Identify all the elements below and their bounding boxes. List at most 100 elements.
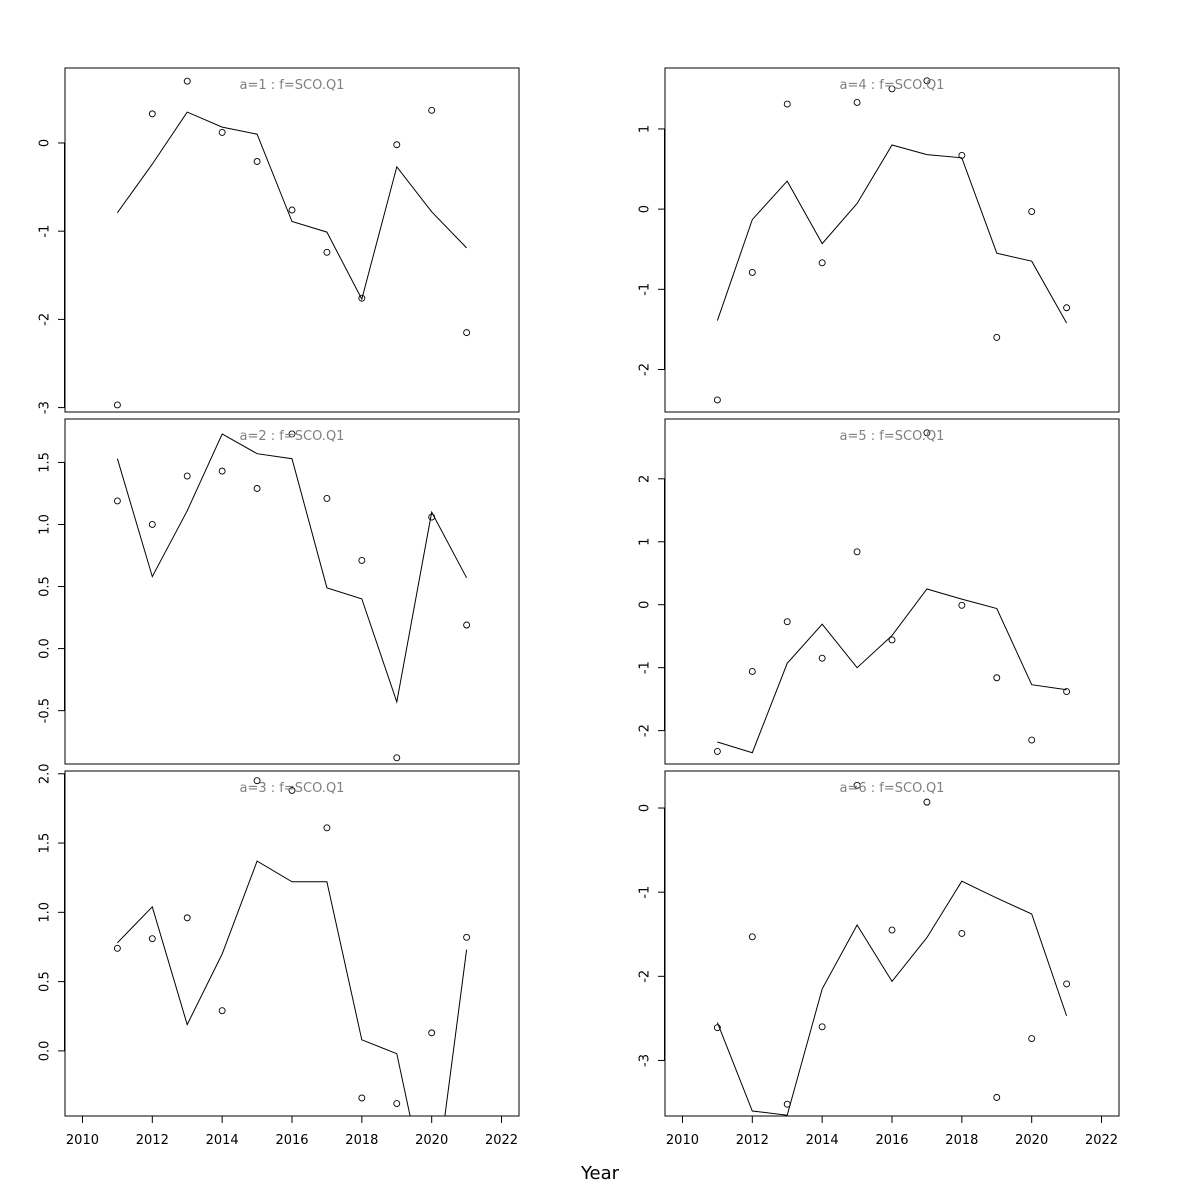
panel-3-data-point	[183, 914, 191, 922]
panel-3-data-point	[393, 1100, 401, 1107]
panel-2-frame	[64, 418, 520, 765]
x-axis-label: Year	[580, 1163, 620, 1184]
panel-3-x-tick-label: 2022	[485, 1133, 518, 1148]
panel-3-y-tick-label: 2.0	[38, 763, 53, 784]
panel-1-data-point	[393, 141, 401, 149]
panel-3-x-tick-label: 2012	[136, 1133, 169, 1148]
panel-5-data-point	[1063, 688, 1071, 696]
panel-1-data-point	[148, 110, 156, 118]
panel-3-x-tick-label: 2020	[415, 1133, 448, 1148]
panel-2-plot-area	[113, 430, 471, 762]
panel-1-y-tick-label: -2	[38, 313, 53, 326]
panel-1-fit-line	[116, 111, 467, 301]
panel-1-y-tick-label: -3	[38, 401, 53, 414]
panel-3-data-point	[463, 933, 471, 941]
panel-6: -3 -2 -1 0 2010 2012 2014 2016 2018 2020 2022 a=6 :…	[638, 770, 1120, 1148]
panel-5-data-point	[818, 654, 826, 662]
panel-4-y-tick-label: -1	[638, 283, 653, 296]
panel-2-fit-line	[116, 433, 468, 704]
panel-1-data-point	[218, 128, 226, 136]
panel-6-data-point	[783, 1100, 791, 1108]
panel-5-frame	[664, 418, 1120, 765]
panel-2-data-point	[463, 621, 471, 629]
panel-2-data-point	[323, 494, 331, 502]
panel-5-data-point	[923, 429, 931, 437]
panel-6-data-point	[888, 926, 896, 934]
panel-2-data-point	[428, 513, 436, 521]
panel-5-data-point	[748, 668, 756, 675]
panel-6-data-point	[713, 1024, 721, 1032]
panel-2-y-tick-label: 1.5	[38, 452, 53, 473]
panel-6-title: a=6 : f=SCO.Q1	[840, 781, 945, 796]
panel-2-data-point	[288, 430, 296, 438]
panel-6-x-tick-label: 2014	[806, 1133, 839, 1148]
panel-2-title: a=2 : f=SCO.Q1	[240, 429, 345, 444]
panel-4-y-tick-label: 1	[638, 125, 653, 133]
panel-5-y-tick-label: 0	[638, 601, 653, 609]
panel-5-fit-line	[717, 588, 1067, 754]
panel-5-plot-area	[713, 429, 1071, 755]
panel-3: 0.0 0.5 1.0 1.5 2.0 2010 2012 2014 2016 2018 2020 2…	[38, 763, 520, 1148]
panel-4-data-point	[713, 396, 721, 404]
panel-6-y-tick-label: 0	[638, 804, 653, 812]
panel-1-data-point	[358, 294, 366, 302]
panel-1-data-point	[183, 77, 191, 85]
panel-6-x-tick-label: 2016	[875, 1133, 908, 1148]
panel-5-y-tick-label: -1	[638, 661, 653, 674]
panel-2-y-tick-label: 0.0	[38, 638, 53, 659]
panel-2-data-point	[393, 754, 401, 762]
panel-3-fit-line	[117, 860, 468, 1116]
panel-6-data-point	[1063, 980, 1071, 988]
panel-5-data-point	[783, 618, 791, 626]
panel-6-x-tick-label: 2012	[736, 1133, 769, 1148]
panel-4-data-point	[993, 333, 1001, 341]
panel-5-data-point	[888, 636, 896, 644]
panel-4-data-point	[923, 77, 931, 85]
panel-3-data-point	[218, 1007, 226, 1015]
panel-3-data-point	[288, 786, 296, 794]
panel-1-data-point	[253, 158, 261, 165]
panel-1-data-point	[113, 401, 121, 409]
panel-5: -2 -1 0 1 2 a=5 : f=SCO.Q1	[638, 418, 1120, 765]
panel-4-y-tick-label: -2	[638, 363, 653, 376]
panel-2-y-tick-label: 0.5	[38, 576, 53, 597]
panel-2-data-point	[218, 467, 226, 475]
panel-2-y-tick-label: 1.0	[38, 514, 53, 535]
panel-3-data-point	[148, 935, 156, 943]
panel-3-y-tick-label: 0.5	[38, 971, 53, 992]
panel-6-plot-area	[713, 781, 1071, 1116]
panel-3-data-point	[253, 777, 261, 785]
panel-3-data-point	[428, 1029, 436, 1037]
panel-6-fit-line	[716, 880, 1068, 1116]
panel-4-data-point	[1063, 304, 1071, 312]
panel-6-data-point	[853, 781, 861, 789]
panel-2-data-point	[358, 557, 366, 564]
panel-5-data-point	[958, 601, 966, 609]
panel-4-data-point	[888, 85, 896, 93]
panel-2-data-point	[253, 485, 261, 492]
panel-4-y-tick-label: 0	[638, 205, 653, 213]
panel-5-title: a=5 : f=SCO.Q1	[840, 429, 945, 444]
panel-3-data-point	[113, 944, 121, 952]
panel-6-data-point	[748, 933, 756, 941]
panel-6-data-point	[818, 1023, 826, 1031]
panel-6-x-tick-label: 2022	[1085, 1133, 1118, 1148]
panel-1-y-tick-label: -1	[38, 225, 53, 238]
panel-1-title: a=1 : f=SCO.Q1	[240, 78, 345, 93]
panel-1-frame	[64, 67, 520, 413]
panel-5-data-point	[1028, 736, 1036, 744]
panel-3-frame	[64, 770, 520, 1117]
panel-6-data-point	[923, 798, 931, 806]
panel-1: -3 -2 -1 0 a=1 : f=SCO.Q1	[38, 67, 520, 414]
panel-6-y-tick-label: -2	[638, 970, 653, 983]
panel-4-fit-line	[716, 144, 1068, 324]
panel-6-data-point	[1028, 1035, 1036, 1043]
panel-4-data-point	[783, 100, 791, 108]
panel-3-y-tick-label: 1.0	[38, 902, 53, 923]
panel-3-title: a=3 : f=SCO.Q1	[240, 781, 345, 796]
panel-4-data-point	[818, 259, 826, 267]
panel-1-data-point	[463, 329, 471, 337]
panel-2-y-tick-label: -0.5	[38, 698, 53, 723]
panel-5-y-tick-label: 1	[638, 538, 653, 546]
